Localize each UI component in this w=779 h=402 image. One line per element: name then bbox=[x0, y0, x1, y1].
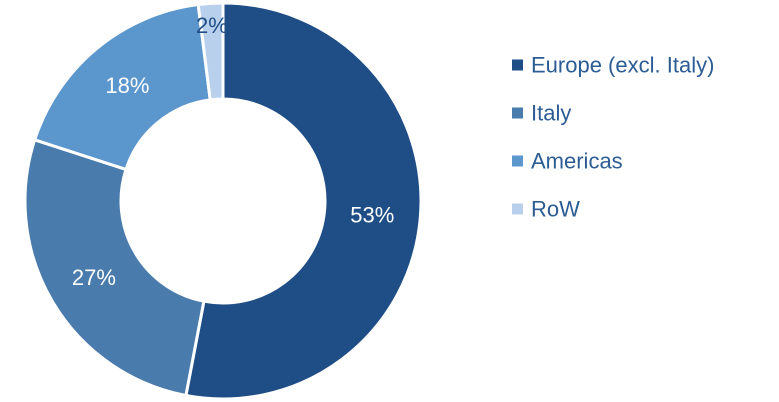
donut-slices bbox=[23, 1, 423, 401]
slice-americas bbox=[33, 3, 212, 171]
slice-europe-excl-italy bbox=[184, 1, 423, 401]
legend-label-italy: Italy bbox=[531, 101, 571, 126]
legend-swatch-americas bbox=[512, 155, 523, 167]
legend-label-row: RoW bbox=[531, 197, 580, 222]
legend-swatch-europe-excl-italy bbox=[512, 59, 523, 71]
legend-label-europe-excl-italy: Europe (excl. Italy) bbox=[531, 53, 714, 78]
legend: Europe (excl. Italy) Italy Americas RoW bbox=[512, 53, 714, 222]
legend-item-row: RoW bbox=[512, 197, 580, 222]
legend-item-americas: Americas bbox=[512, 149, 623, 174]
legend-swatch-row bbox=[512, 203, 523, 215]
slice-italy bbox=[23, 138, 206, 397]
slice-label-italy: 27% bbox=[72, 265, 116, 290]
slice-label-americas: 18% bbox=[105, 73, 149, 98]
legend-swatch-italy bbox=[512, 107, 523, 119]
slice-row bbox=[196, 1, 225, 102]
legend-label-americas: Americas bbox=[531, 149, 623, 174]
slice-label-row: 2% bbox=[196, 13, 228, 38]
slice-labels: 53% 27% 18% 2% bbox=[72, 13, 394, 290]
slice-label-europe-excl-italy: 53% bbox=[350, 203, 394, 228]
legend-item-europe-excl-italy: Europe (excl. Italy) bbox=[512, 53, 714, 78]
legend-item-italy: Italy bbox=[512, 101, 571, 126]
